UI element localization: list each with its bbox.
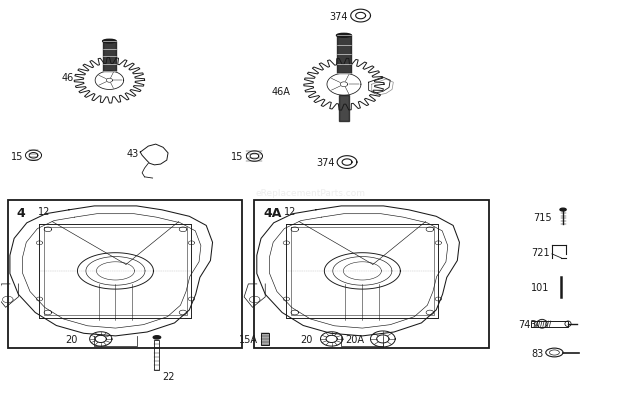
Text: 83: 83 — [531, 348, 543, 358]
Text: 43: 43 — [126, 149, 138, 159]
Text: 743: 743 — [518, 319, 537, 329]
Bar — [7, 200, 242, 348]
Bar — [104, 42, 115, 72]
Text: 4: 4 — [16, 207, 25, 219]
Ellipse shape — [337, 34, 352, 38]
Bar — [337, 36, 351, 74]
Ellipse shape — [103, 40, 116, 44]
Text: 15A: 15A — [239, 334, 257, 344]
Text: 15: 15 — [231, 152, 243, 162]
Text: 22: 22 — [162, 371, 174, 381]
Bar — [154, 340, 159, 370]
Text: 12: 12 — [284, 207, 296, 217]
Text: eReplacementParts.com: eReplacementParts.com — [255, 188, 365, 197]
Text: 715: 715 — [533, 212, 552, 222]
Bar — [339, 96, 348, 122]
Bar — [260, 334, 269, 344]
Text: 46A: 46A — [271, 87, 290, 97]
Text: 721: 721 — [531, 247, 549, 257]
Text: 20A: 20A — [345, 334, 365, 344]
Text: 12: 12 — [38, 207, 51, 217]
Text: 46: 46 — [62, 73, 74, 83]
Text: 4A: 4A — [263, 207, 281, 219]
Bar — [531, 321, 568, 327]
Bar — [254, 200, 489, 348]
Text: 15: 15 — [11, 152, 23, 162]
Text: 101: 101 — [531, 282, 549, 292]
Ellipse shape — [560, 209, 566, 211]
Ellipse shape — [153, 336, 161, 339]
Text: 374: 374 — [330, 12, 348, 22]
Text: 20: 20 — [65, 334, 78, 344]
Text: 20: 20 — [301, 334, 313, 344]
Text: 374: 374 — [316, 158, 335, 168]
